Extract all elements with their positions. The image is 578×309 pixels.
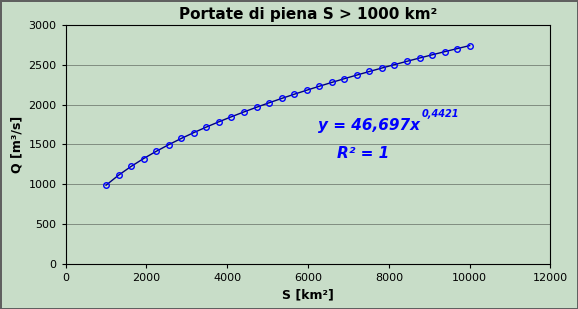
X-axis label: S [km²]: S [km²] (282, 289, 334, 302)
Text: 0,4421: 0,4421 (422, 109, 460, 119)
Title: Portate di piena S > 1000 km²: Portate di piena S > 1000 km² (179, 7, 437, 22)
Text: R² = 1: R² = 1 (337, 146, 390, 161)
Y-axis label: Q [m³/s]: Q [m³/s] (10, 116, 23, 173)
Text: y = 46,697x: y = 46,697x (318, 117, 420, 133)
